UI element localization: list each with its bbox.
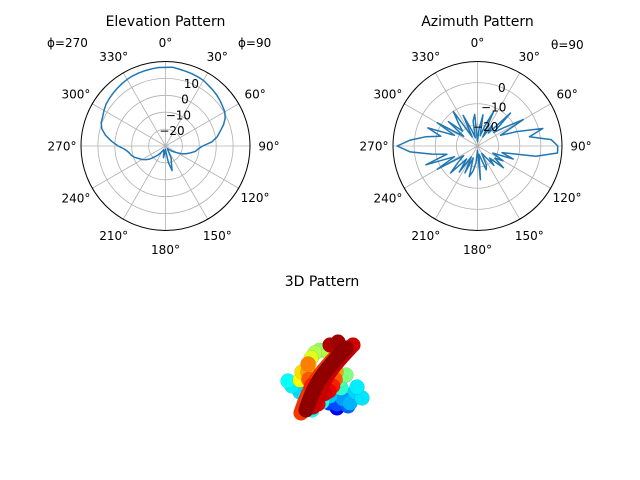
angular-gridline <box>165 72 209 147</box>
radial-tick-label: −20 <box>473 120 498 134</box>
3d-title: 3D Pattern <box>285 274 360 290</box>
angle-tick-label: 0° <box>471 36 485 50</box>
3d-point <box>338 340 354 356</box>
elevation-annotation-phi-270: ϕ=270 <box>47 36 88 50</box>
angle-tick-label: 210° <box>411 229 440 243</box>
radial-tick-label: −10 <box>166 108 191 122</box>
elevation-radial-labels: −20 −100 10 <box>159 77 199 138</box>
elevation-angle-labels: 0° 30° 60° 90° 120° 150° 180° 210° 240° 270° 300° 3… <box>48 36 280 257</box>
angular-gridline <box>165 103 239 147</box>
angle-tick-label: 150° <box>515 229 544 243</box>
angle-tick-label: 330° <box>411 50 440 64</box>
3d-point <box>300 356 316 372</box>
elevation-series-line <box>100 66 226 172</box>
angle-tick-label: 270° <box>360 140 389 154</box>
angle-tick-label: 120° <box>241 191 270 205</box>
elevation-polar-plot: Elevation Pattern ϕ=270 ϕ=90 0° 30° 60° 90°… <box>47 14 280 257</box>
angle-tick-label: 120° <box>553 191 582 205</box>
radial-tick-label: 0 <box>498 81 506 95</box>
angle-tick-label: 90° <box>570 140 591 154</box>
angle-tick-label: 0° <box>159 36 173 50</box>
azimuth-series-line <box>396 110 559 181</box>
azimuth-radial-labels: −20 −10 0 <box>473 81 506 134</box>
angular-gridline <box>477 145 521 220</box>
azimuth-polar-plot: Azimuth Pattern θ=90 0° 30° 60° 90° 120° 150°… <box>360 14 592 257</box>
angular-gridline <box>477 145 551 189</box>
angular-gridline <box>122 72 166 147</box>
angle-tick-label: 210° <box>99 229 128 243</box>
angular-gridline <box>92 145 166 189</box>
azimuth-annotation-theta-90: θ=90 <box>551 38 584 52</box>
elevation-title: Elevation Pattern <box>106 14 226 30</box>
radial-tick-label: 10 <box>184 77 199 91</box>
angle-tick-label: 180° <box>463 243 492 257</box>
elevation-frame <box>80 61 251 231</box>
azimuth-title: Azimuth Pattern <box>421 14 534 30</box>
elevation-grid <box>81 61 250 231</box>
angle-tick-label: 330° <box>99 50 128 64</box>
radial-tick-label: −20 <box>159 124 184 138</box>
3d-surface-scatter <box>280 334 370 421</box>
3d-point <box>349 379 365 395</box>
radial-tick-label: 0 <box>181 93 189 107</box>
angular-gridline <box>92 103 166 147</box>
angle-tick-label: 300° <box>61 88 90 102</box>
angle-tick-label: 180° <box>151 243 180 257</box>
angle-tick-label: 150° <box>203 229 232 243</box>
azimuth-angle-labels: 0° 30° 60° 90° 120° 150° 180° 210° 240° 270° 300° 3… <box>360 36 592 257</box>
angular-gridline <box>165 145 209 220</box>
angle-tick-label: 60° <box>556 88 577 102</box>
angle-tick-label: 240° <box>373 191 402 205</box>
3d-pattern-plot: 3D Pattern <box>280 274 370 421</box>
angle-tick-label: 300° <box>373 88 402 102</box>
angular-gridline <box>122 145 166 220</box>
azimuth-grid <box>393 61 562 231</box>
azimuth-frame <box>392 61 563 231</box>
angular-gridline <box>477 103 551 147</box>
angle-tick-label: 270° <box>48 140 77 154</box>
radial-tick-label: −10 <box>481 101 506 115</box>
angle-tick-label: 240° <box>61 191 90 205</box>
angle-tick-label: 30° <box>207 50 228 64</box>
angle-tick-label: 60° <box>244 88 265 102</box>
angle-tick-label: 90° <box>258 140 279 154</box>
angle-tick-label: 30° <box>519 50 540 64</box>
elevation-annotation-phi-90: ϕ=90 <box>238 36 271 50</box>
